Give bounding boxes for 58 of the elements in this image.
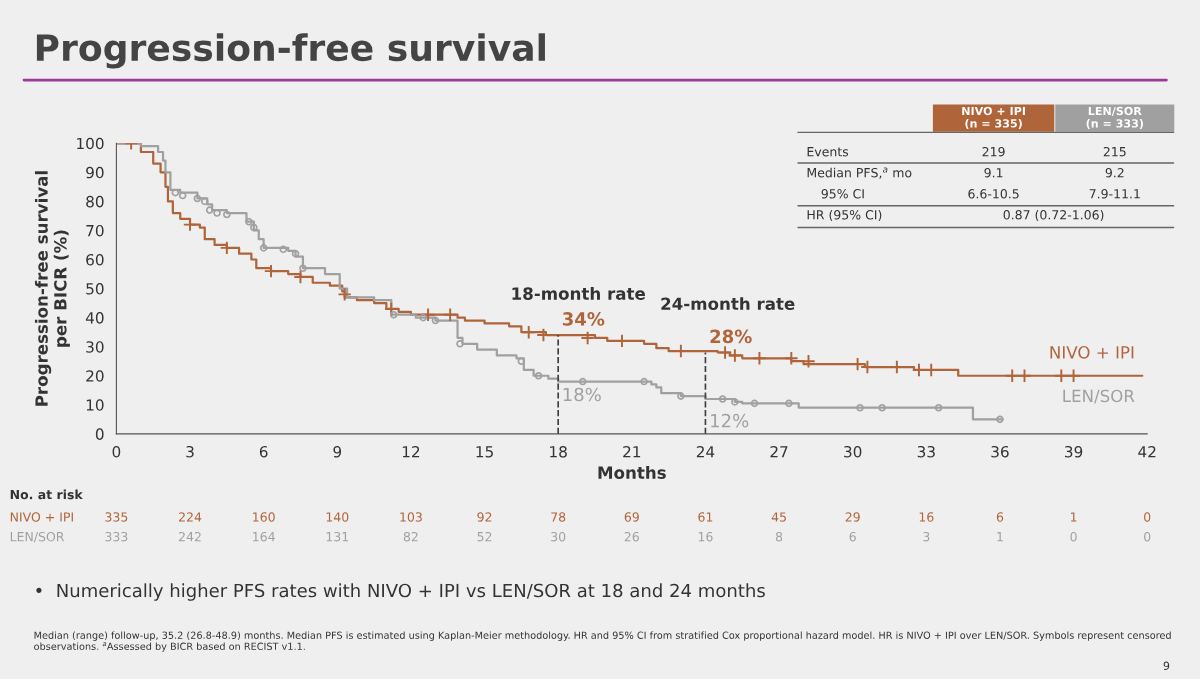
annotation: 215 [1103,146,1126,157]
text: 335 224 160 140 103 92 78 69 61 45 29 16 6 1 0 [105,512,1151,522]
annotation: 18% [563,387,601,402]
y-tick-label: 90 [86,166,104,179]
text: LEN/SOR (n = 333) [1086,106,1143,129]
y-tick-label: 30 [86,341,104,353]
y-tick-label: 20 [86,370,104,382]
x-tick-label: 24 [696,445,715,458]
annotation: HR (95% CI) [807,209,882,222]
x-tick-label: 27 [770,445,788,458]
x-tick-label: 39 [1065,445,1083,458]
annotation: Events [807,147,849,157]
annotation: 12% [711,413,749,428]
text: • Numerically higher PFS rates with NIVO + IPI vs LEN/SOR at 18 and 24 months [36,583,765,601]
annotation: 9.1 [984,168,1003,178]
annotation: 219 [982,146,1005,157]
annotation: 9.2 [1105,168,1124,178]
series-label: NIVO + IPI [1050,346,1134,359]
y-axis-title: Progression-free survival per BICR (%) [34,171,70,406]
chart-title: Progression-free survival [36,33,545,69]
annotation: 95% CI [821,189,864,199]
text: 333 242 164 131 82 52 30 26 16 8 6 3 1 0 0 [105,531,1151,542]
text: No. at risk [10,489,83,500]
y-tick-label: 0 [95,428,104,440]
annotation: 34% [562,312,605,326]
x-tick-label: 21 [623,445,641,458]
annotation: 18-month rate [512,286,645,300]
x-tick-label: 0 [112,445,121,458]
y-tick-label: 60 [86,253,104,266]
annotation: 28% [710,329,752,344]
text: 9 [1163,661,1170,670]
annotation: Median PFS,$^{a}$ mo [807,167,912,179]
text: LEN/SOR [1063,389,1135,404]
x-tick-label: 18 [550,445,567,458]
annotation: 7.9-11.1 [1089,189,1140,199]
y-tick-label: 100 [77,137,104,150]
x-axis-title: Months [598,466,666,479]
annotation: 0.87 (0.72-1.06) [1003,209,1104,222]
text: LEN/SOR [10,531,65,543]
x-tick-label: 3 [186,445,194,458]
x-tick-label: 36 [991,445,1009,458]
y-tick-label: 50 [86,283,104,295]
x-tick-label: 6 [259,445,268,458]
text: Median (range) follow-up, 35.2 (26.8-48.9) months. Median PFS is estimated using Kaplan-Meier methodology. HR and 95% CI from stratified Cox proportional hazard model. HR is NIVO + IPI over LEN/SOR. Symbols represent censored observations. $^{a}$Assessed by BICR based on RECIST v1.1. [34,631,1171,652]
x-tick-label: 9 [333,445,342,458]
x-tick-label: 30 [844,445,862,458]
x-tick-label: 12 [402,445,420,458]
y-tick-label: 10 [86,399,104,411]
y-tick-label: 70 [86,224,104,237]
x-tick-label: 42 [1138,445,1156,458]
y-tick-label: 40 [85,312,104,324]
annotation: 6.6-10.5 [968,189,1019,199]
annotation: 24-month rate [661,297,795,311]
x-tick-label: 33 [917,445,935,458]
text: NIVO + IPI [10,512,73,522]
text: NIVO + IPI (n = 335) [962,106,1025,129]
x-tick-label: 15 [476,446,493,458]
y-tick-label: 80 [86,195,104,208]
